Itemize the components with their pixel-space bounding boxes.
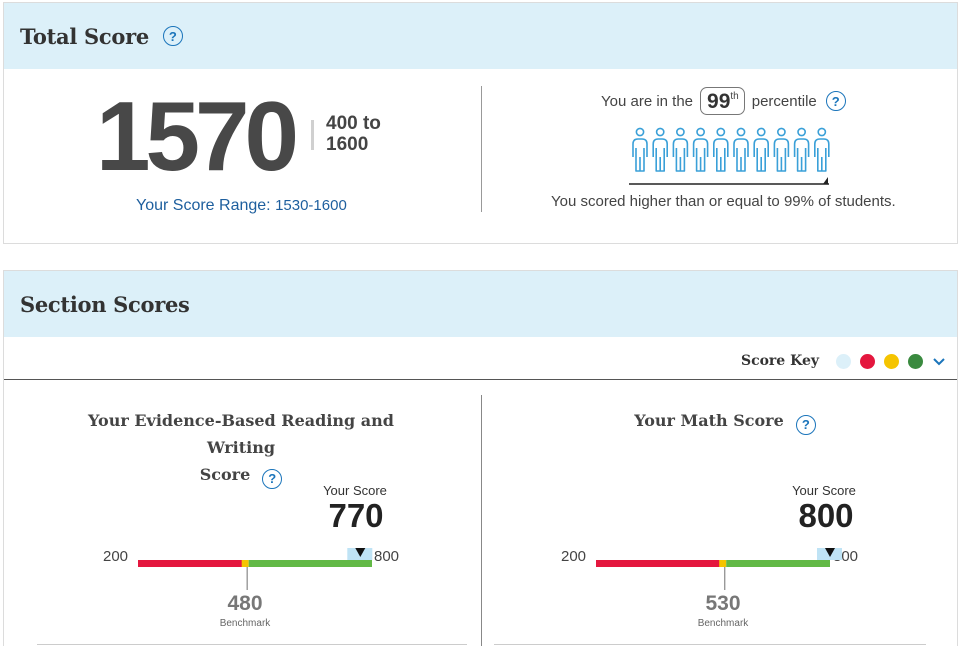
score-scale: 400 to 1600	[326, 113, 381, 155]
math-axis-min: 200	[561, 548, 587, 565]
ebrw-benchmark-label: Benchmark	[219, 618, 271, 629]
ebrw-title-line1: Your Evidence-Based Reading and Writing	[88, 411, 394, 457]
math-your-score-label: Your Score	[792, 483, 856, 498]
person-icon	[652, 127, 668, 172]
ebrw-score-marker	[355, 548, 366, 557]
ebrw-bar-above-segment	[248, 560, 372, 567]
section-scores-card: Section Scores Score Key Your Evidence-B…	[3, 270, 958, 646]
people-icons	[632, 127, 830, 172]
person-icon	[713, 127, 729, 172]
person-icon	[814, 127, 830, 172]
score-range-label: Your Score Range:	[136, 197, 271, 214]
total-score-header: Total Score ?	[4, 3, 957, 69]
math-bar-near-segment	[719, 560, 727, 567]
score-key-label: Score Key	[740, 353, 819, 369]
total-score-value: 1570	[96, 81, 299, 191]
total-divider	[481, 86, 482, 212]
total-score-title: Total Score	[20, 23, 149, 49]
math-bar-below-segment	[596, 560, 722, 567]
ebrw-title-line2: Score?	[56, 461, 426, 489]
person-icon	[733, 127, 749, 172]
math-bottom-rule	[494, 644, 926, 645]
math-title-text: Your Math Score	[634, 411, 784, 430]
person-icon	[793, 127, 810, 172]
person-icon	[753, 127, 769, 172]
ebrw-benchmark-value: 480	[227, 592, 263, 615]
score-scale-top: 400 to	[326, 113, 381, 134]
person-icon	[773, 127, 790, 172]
score-scale-bottom: 1600	[326, 134, 369, 155]
ebrw-bar-below-segment	[138, 560, 244, 567]
ebrw-score-bar	[138, 548, 373, 590]
person-icon	[672, 127, 689, 172]
percentile-prefix: You are in the	[601, 92, 694, 110]
ebrw-bar-near-segment	[241, 560, 249, 567]
math-benchmark-value: 530	[705, 592, 741, 615]
ebrw-axis-min: 200	[103, 548, 129, 565]
math-help-icon[interactable]: ?	[795, 414, 816, 435]
score-key[interactable]: Score Key	[741, 353, 945, 369]
total-score-card: Total Score ? 1570 400 to 1600 Your Scor…	[3, 2, 958, 244]
section-scores-title: Section Scores	[20, 291, 190, 317]
score-key-above-dot	[908, 353, 923, 369]
ebrw-title-score-word: Score	[199, 465, 251, 484]
ebrw-help-icon[interactable]: ?	[262, 468, 283, 489]
section-divider	[481, 395, 482, 646]
percentile-note: You scored higher than or equal to 99% o…	[551, 193, 896, 210]
ebrw-score-value: 770	[328, 497, 384, 534]
math-score-bar	[596, 548, 842, 590]
total-score-body: 1570 400 to 1600 Your Score Range: 1530-…	[4, 69, 957, 245]
score-key-range-dot	[836, 353, 851, 369]
ebrw-bottom-rule	[37, 644, 467, 645]
score-range-value: 1530-1600	[275, 197, 347, 214]
percentile-marker	[823, 177, 828, 184]
ebrw-axis-max: 800	[374, 548, 400, 565]
total-score-help-icon[interactable]: ?	[162, 26, 183, 46]
math-score-marker	[825, 548, 835, 557]
person-icon	[632, 127, 648, 172]
math-title: Your Math Score?	[494, 407, 956, 435]
score-key-near-dot	[884, 353, 899, 369]
math-bar-above-segment	[726, 560, 830, 567]
math-score-value: 800	[798, 497, 854, 534]
score-range: Your Score Range: 1530-1600	[136, 197, 347, 215]
percentile-word: percentile	[751, 92, 817, 110]
percentile-people-graphic	[629, 127, 830, 185]
percentile-badge: 99 th	[700, 87, 745, 115]
section-scores-header: Section Scores	[4, 271, 957, 337]
ebrw-title: Your Evidence-Based Reading and Writing …	[56, 407, 426, 489]
score-key-below-dot	[860, 353, 875, 369]
percentile-value: 99	[707, 90, 731, 113]
math-benchmark-label: Benchmark	[697, 618, 749, 629]
percentile-line: You are in the 99 th percentile ?	[601, 87, 846, 115]
percentile-help-icon[interactable]: ?	[825, 91, 846, 111]
score-key-divider	[4, 379, 957, 380]
percentile-suffix: th	[730, 91, 739, 102]
chevron-down-icon[interactable]	[933, 353, 945, 369]
ebrw-your-score-label: Your Score	[323, 483, 387, 498]
score-scale-divider	[311, 120, 314, 150]
person-icon	[692, 127, 709, 172]
